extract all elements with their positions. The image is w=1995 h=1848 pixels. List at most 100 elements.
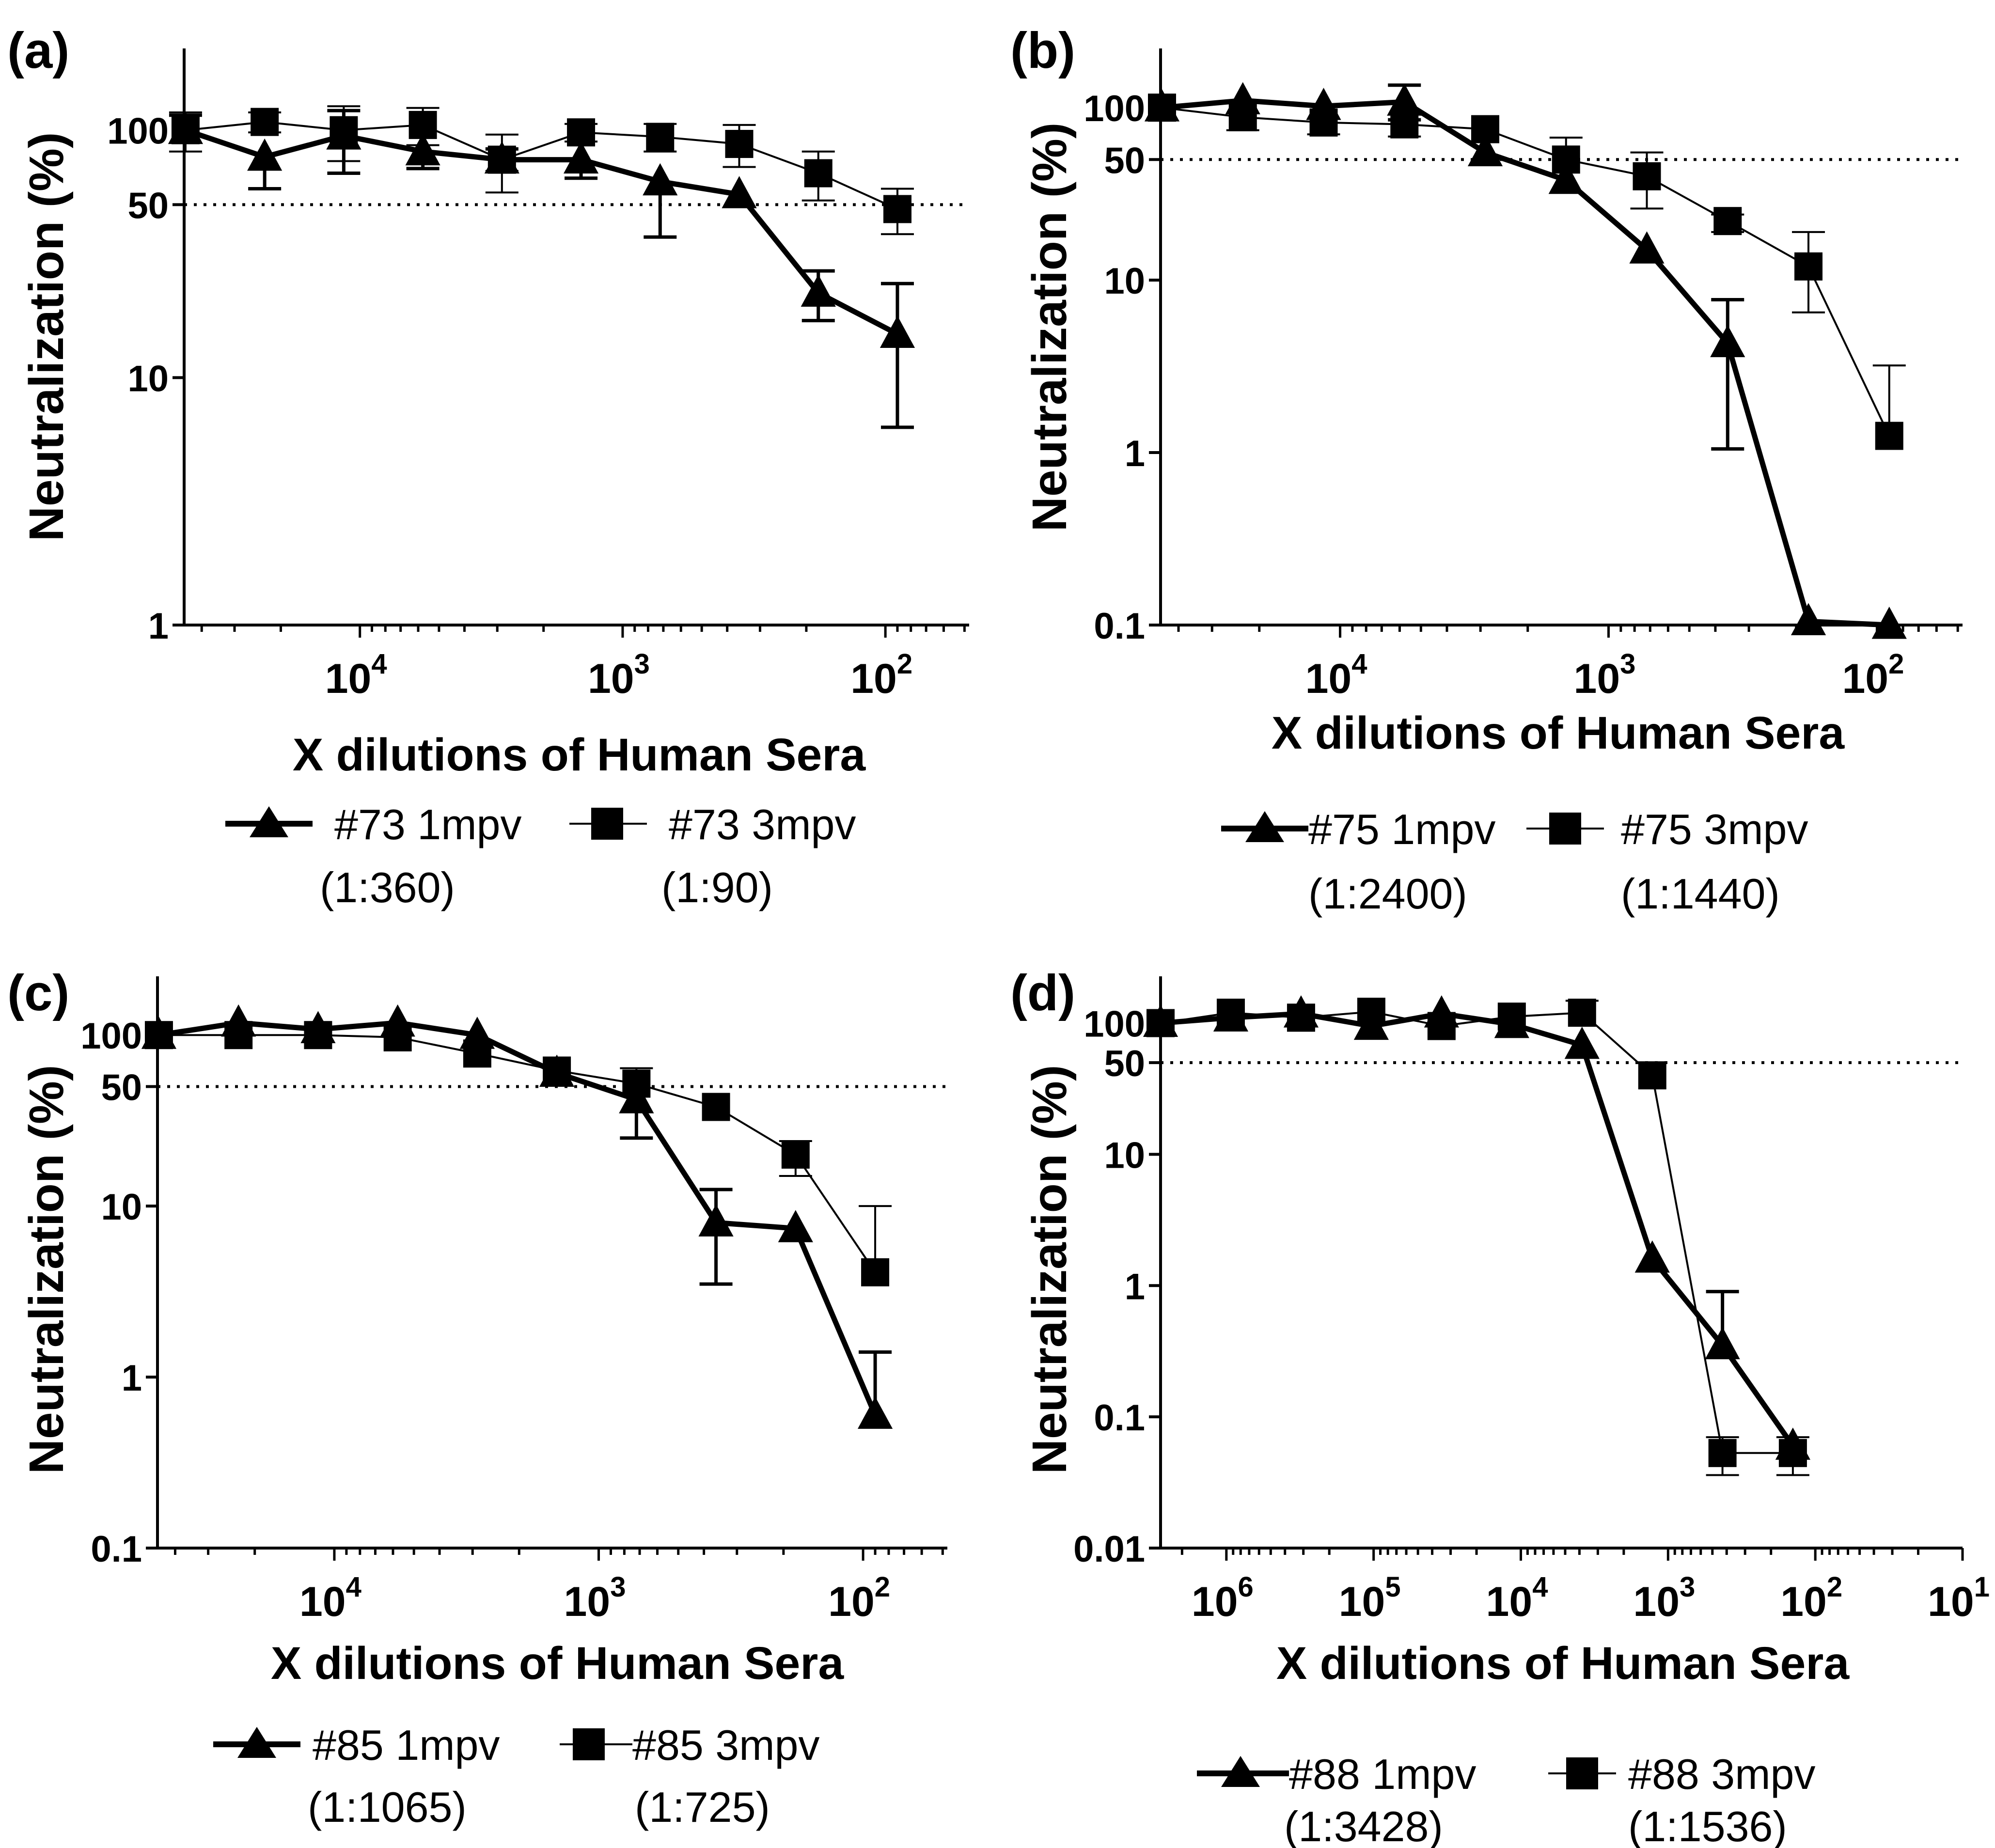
data-point-triangle — [1791, 603, 1826, 635]
legend-series-note: (1:1440) — [1621, 870, 1780, 918]
data-point-triangle — [619, 1081, 654, 1113]
legend-series-name: #88 3mpv — [1628, 1750, 1815, 1798]
data-point-triangle — [141, 1017, 177, 1049]
legend-series-note: (1:2400) — [1308, 870, 1467, 918]
legend-square-marker — [1549, 813, 1581, 845]
data-point-square — [1794, 252, 1823, 281]
y-tick-label: 1 — [1125, 1266, 1145, 1307]
data-point-triangle — [778, 1210, 813, 1242]
y-tick-label: 1 — [122, 1358, 142, 1399]
data-point-square — [251, 108, 279, 136]
legend-series-note: (1:90) — [661, 863, 773, 911]
data-point-triangle — [300, 1011, 336, 1043]
y-tick-label: 1 — [148, 606, 169, 647]
legend-square-marker — [591, 808, 623, 840]
data-point-square — [702, 1093, 730, 1121]
data-point-triangle — [1634, 1240, 1670, 1273]
data-point-triangle — [1494, 1005, 1529, 1038]
data-point-triangle — [857, 1396, 893, 1429]
data-point-square — [804, 159, 833, 188]
legend-series-note: (1:3428) — [1284, 1802, 1443, 1848]
y-axis-label: Neutralization (%) — [1022, 123, 1077, 532]
legend: #85 1mpv (1:1065) #85 3mpv (1:725) — [213, 1721, 819, 1831]
legend-series-note: (1:1536) — [1628, 1802, 1787, 1848]
data-point-triangle — [1775, 1427, 1810, 1460]
x-axis-label: X dilutions of Human Sera — [1272, 707, 1845, 759]
x-tick-label: 104 — [299, 1571, 361, 1625]
data-point-triangle — [563, 141, 599, 174]
data-point-triangle — [484, 141, 519, 174]
data-point-triangle — [221, 1004, 256, 1037]
legend: #75 1mpv (1:2400) #75 3mpv (1:1440) — [1221, 805, 1808, 918]
y-tick-label: 100 — [107, 111, 169, 152]
series-line — [158, 1020, 878, 1416]
panel-label: (c) — [7, 965, 69, 1021]
x-tick-label: 102 — [828, 1571, 890, 1625]
data-point-triangle — [1225, 82, 1260, 114]
x-tick-label: 103 — [1633, 1571, 1695, 1625]
y-tick-label: 10 — [1104, 261, 1145, 302]
y-tick-label: 100 — [1084, 1004, 1145, 1045]
data-point-triangle — [1705, 1327, 1740, 1360]
data-point-triangle — [1710, 325, 1745, 358]
data-point-triangle — [1283, 995, 1319, 1028]
y-tick-label: 0.01 — [1073, 1529, 1145, 1570]
x-tick-label: 101 — [1928, 1571, 1990, 1625]
y-axis-label: Neutralization (%) — [19, 1065, 74, 1474]
legend-series-name: #73 3mpv — [669, 800, 856, 848]
data-point-triangle — [326, 117, 361, 150]
legend-series-name: #88 1mpv — [1289, 1750, 1476, 1798]
data-point-triangle — [1424, 995, 1459, 1028]
panel-d: (d) Neutralization (%) X dilutions of Hu… — [1010, 965, 1990, 1848]
series-line — [185, 127, 899, 337]
data-point-triangle — [643, 163, 678, 196]
x-tick-label: 104 — [1486, 1571, 1548, 1625]
data-point-square — [1875, 422, 1903, 450]
x-tick-label: 105 — [1339, 1571, 1401, 1625]
panel-b: (b) Neutralization (%) X dilutions of Hu… — [1010, 22, 1963, 918]
panel-label: (a) — [7, 22, 69, 79]
data-point-square — [861, 1258, 890, 1286]
x-tick-label: 102 — [1780, 1571, 1842, 1625]
data-point-triangle — [459, 1017, 495, 1049]
legend-square-marker — [1566, 1757, 1598, 1789]
y-tick-label: 50 — [101, 1067, 142, 1108]
legend-series-note: (1:1065) — [308, 1783, 467, 1831]
y-axis-label: Neutralization (%) — [1022, 1065, 1077, 1474]
legend-triangle-marker — [1245, 811, 1284, 842]
series-line — [185, 121, 898, 210]
x-axis-label: X dilutions of Human Sera — [271, 1638, 845, 1689]
y-tick-label: 10 — [101, 1187, 142, 1228]
y-tick-label: 50 — [1104, 1043, 1145, 1084]
legend-series-name: #85 3mpv — [632, 1721, 819, 1769]
data-point-square — [1633, 162, 1661, 190]
series-line — [1162, 107, 1890, 437]
data-point-square — [1713, 207, 1742, 235]
x-axis-label: X dilutions of Human Sera — [1276, 1638, 1850, 1689]
x-tick-label: 103 — [564, 1571, 626, 1625]
data-point-triangle — [801, 274, 836, 307]
panel-a: (a) Neutralization (%) X dilutions of Hu… — [7, 22, 969, 911]
series-line — [1160, 1011, 1793, 1454]
x-tick-label: 102 — [1842, 648, 1904, 702]
data-point-triangle — [1144, 89, 1180, 122]
legend-series-name: #73 1mpv — [334, 800, 521, 848]
legend-triangle-marker — [237, 1727, 276, 1758]
data-point-triangle — [168, 111, 204, 144]
y-tick-label: 100 — [1084, 88, 1145, 129]
panel-c: (c) Neutralization (%) X dilutions of Hu… — [7, 965, 947, 1831]
data-point-square — [883, 195, 911, 223]
legend: #73 1mpv (1:360) #73 3mpv (1:90) — [225, 800, 856, 911]
x-tick-label: 106 — [1192, 1571, 1254, 1625]
legend-series-name: #75 3mpv — [1621, 805, 1808, 853]
panel-label: (b) — [1010, 22, 1075, 79]
data-point-square — [1568, 999, 1596, 1027]
y-tick-label: 0.1 — [1094, 1397, 1145, 1439]
data-point-triangle — [1629, 231, 1665, 264]
x-tick-label: 103 — [1574, 648, 1636, 702]
data-point-triangle — [539, 1054, 575, 1087]
data-point-square — [1708, 1439, 1737, 1467]
data-point-triangle — [380, 1004, 415, 1037]
panel-label: (d) — [1010, 965, 1075, 1021]
